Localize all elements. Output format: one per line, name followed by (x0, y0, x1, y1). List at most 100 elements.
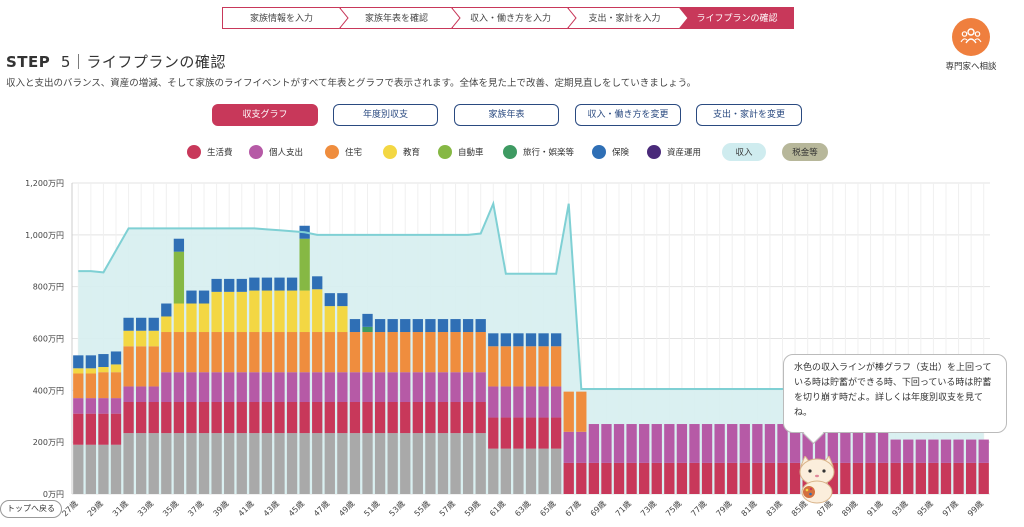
step-3[interactable]: 収入・働き方を入力 (452, 7, 577, 29)
bar-segment (261, 401, 273, 434)
bar-segment (978, 439, 989, 463)
bar-segment (877, 424, 889, 463)
bar-segment (576, 391, 587, 432)
bar-segment (123, 346, 134, 387)
legend-item-insurance[interactable]: 保険 (592, 143, 629, 161)
bar-segment (261, 332, 273, 373)
back-to-top-button[interactable]: トップへ戻る (0, 500, 62, 518)
legend-item-investment[interactable]: 資産運用 (647, 143, 701, 161)
expert-consult-button[interactable]: 専門家へ相談 (943, 18, 999, 72)
tab-change-income[interactable]: 収入・働き方を変更 (575, 104, 681, 126)
bar-segment (639, 462, 650, 494)
legend-item-personal[interactable]: 個人支出 (249, 143, 303, 161)
bar-segment (261, 433, 273, 494)
bar-segment (865, 424, 876, 463)
x-tick-label: 93歳 (890, 498, 910, 518)
bar-segment (261, 372, 273, 402)
bar-segment (550, 333, 562, 347)
legend-item-travel[interactable]: 旅行・娯楽等 (503, 143, 574, 161)
bar-segment (349, 332, 361, 373)
bar-segment (198, 372, 210, 402)
bar-segment (110, 398, 122, 414)
bar-segment (136, 317, 147, 331)
bar-segment (412, 433, 423, 494)
x-tick-label: 77歳 (689, 498, 709, 518)
cat-mascot-icon (799, 456, 835, 504)
bar-segment (312, 276, 323, 290)
bar-segment (349, 372, 361, 402)
bar-segment (136, 386, 147, 402)
bar-segment (148, 317, 159, 331)
bar-segment (362, 433, 373, 494)
bar-segment (400, 401, 411, 434)
tab-family-timeline[interactable]: 家族年表 (454, 104, 559, 126)
bar-segment (337, 372, 348, 402)
bar-segment (324, 372, 335, 402)
legend-swatch (187, 145, 201, 159)
bar-segment (789, 462, 801, 494)
x-tick-label: 57歳 (437, 498, 457, 518)
step-4[interactable]: 支出・家計を入力 (568, 7, 689, 29)
bar-segment (953, 462, 964, 494)
bar-segment (903, 462, 914, 494)
x-tick-label: 89歳 (839, 498, 859, 518)
bar-segment (915, 439, 926, 463)
legend-swatch (438, 145, 452, 159)
step-2[interactable]: 家族年表を確認 (340, 7, 461, 29)
bar-segment (299, 401, 310, 434)
bar-segment (98, 413, 109, 445)
step-1[interactable]: 家族情報を入力 (222, 7, 349, 29)
bar-segment (236, 433, 247, 494)
legend-item-tax[interactable]: 税金等 (782, 143, 828, 161)
bar-segment (349, 319, 361, 333)
bar-segment (299, 290, 310, 333)
bar-segment (714, 462, 725, 494)
bar-segment (538, 417, 549, 449)
bar-segment (462, 319, 474, 333)
legend-item-education[interactable]: 教育 (383, 143, 420, 161)
bar-segment (425, 332, 436, 373)
bar-segment (224, 278, 235, 292)
bar-segment (224, 291, 235, 333)
bar-segment (563, 462, 574, 494)
bar-segment (110, 413, 122, 445)
bar-segment (500, 417, 512, 449)
bar-segment (437, 332, 449, 373)
bar-segment (978, 462, 989, 494)
bar-segment (940, 439, 952, 463)
bar-segment (462, 372, 474, 402)
bar-segment (286, 332, 298, 373)
x-tick-label: 39歳 (211, 498, 231, 518)
bar-segment (450, 401, 461, 434)
tab-balance-graph[interactable]: 収支グラフ (212, 104, 318, 126)
bar-segment (890, 439, 901, 463)
bar-segment (840, 462, 851, 494)
bar-segment (161, 433, 172, 494)
legend-item-living[interactable]: 生活費 (187, 143, 233, 161)
bar-segment (274, 401, 285, 434)
bar-segment (286, 372, 298, 402)
bar-segment (538, 333, 549, 347)
bar-segment (136, 401, 147, 434)
bar-segment (85, 444, 97, 494)
bar-segment (274, 277, 285, 291)
bar-segment (840, 424, 851, 463)
legend-item-income[interactable]: 収入 (722, 143, 766, 161)
bar-segment (425, 372, 436, 402)
bar-segment (714, 424, 725, 463)
legend-item-car[interactable]: 自動車 (438, 143, 484, 161)
step-5[interactable]: ライフプランの確認 (680, 7, 794, 29)
x-tick-label: 81歳 (739, 498, 759, 518)
bar-segment (488, 346, 499, 387)
tab-yearly-balance[interactable]: 年度別収支 (333, 104, 438, 126)
legend-item-housing[interactable]: 住宅 (325, 143, 362, 161)
bar-segment (73, 373, 84, 399)
bar-segment (915, 462, 926, 494)
tab-change-expense[interactable]: 支出・家計を変更 (696, 104, 802, 126)
bar-segment (953, 439, 964, 463)
bar-segment (387, 332, 398, 373)
bar-segment (550, 417, 562, 449)
bar-segment (362, 313, 373, 327)
bar-segment (299, 332, 310, 373)
bar-segment (576, 462, 587, 494)
